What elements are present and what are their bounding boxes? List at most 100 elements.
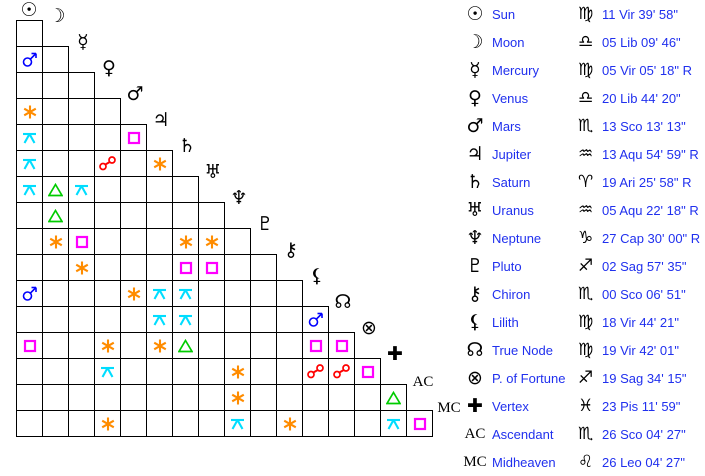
aspect-cell[interactable] (42, 72, 69, 99)
aspect-cell[interactable] (68, 332, 95, 359)
aspect-cell[interactable] (250, 384, 277, 411)
aspect-cell[interactable] (172, 410, 199, 437)
aspect-cell[interactable] (68, 176, 95, 203)
aspect-cell[interactable] (146, 358, 173, 385)
aspect-cell[interactable] (328, 358, 355, 385)
aspect-cell[interactable] (94, 410, 121, 437)
aspect-cell[interactable] (42, 306, 69, 333)
aspect-cell[interactable] (42, 410, 69, 437)
aspect-cell[interactable] (16, 280, 43, 307)
aspect-cell[interactable] (354, 358, 381, 385)
aspect-cell[interactable] (68, 72, 95, 99)
aspect-cell[interactable] (198, 358, 225, 385)
aspect-cell[interactable] (42, 46, 69, 73)
aspect-cell[interactable] (172, 202, 199, 229)
aspect-cell[interactable] (406, 410, 433, 437)
aspect-cell[interactable] (42, 254, 69, 281)
aspect-cell[interactable] (328, 410, 355, 437)
aspect-cell[interactable] (146, 332, 173, 359)
aspect-cell[interactable] (16, 228, 43, 255)
aspect-cell[interactable] (224, 228, 251, 255)
aspect-cell[interactable] (94, 358, 121, 385)
aspect-cell[interactable] (94, 384, 121, 411)
aspect-cell[interactable] (250, 332, 277, 359)
aspect-cell[interactable] (68, 124, 95, 151)
aspect-cell[interactable] (146, 228, 173, 255)
aspect-cell[interactable] (120, 306, 147, 333)
aspect-cell[interactable] (120, 150, 147, 177)
aspect-cell[interactable] (146, 410, 173, 437)
aspect-cell[interactable] (94, 228, 121, 255)
aspect-cell[interactable] (172, 358, 199, 385)
aspect-cell[interactable] (198, 202, 225, 229)
aspect-cell[interactable] (42, 176, 69, 203)
aspect-cell[interactable] (68, 254, 95, 281)
aspect-cell[interactable] (68, 98, 95, 125)
aspect-cell[interactable] (120, 332, 147, 359)
aspect-cell[interactable] (146, 176, 173, 203)
aspect-cell[interactable] (224, 358, 251, 385)
aspect-cell[interactable] (94, 280, 121, 307)
aspect-cell[interactable] (42, 332, 69, 359)
aspect-cell[interactable] (42, 202, 69, 229)
aspect-cell[interactable] (16, 254, 43, 281)
aspect-cell[interactable] (16, 20, 43, 47)
aspect-cell[interactable] (68, 202, 95, 229)
aspect-cell[interactable] (68, 358, 95, 385)
aspect-cell[interactable] (42, 280, 69, 307)
aspect-cell[interactable] (224, 254, 251, 281)
aspect-cell[interactable] (146, 254, 173, 281)
aspect-cell[interactable] (120, 176, 147, 203)
aspect-cell[interactable] (120, 228, 147, 255)
aspect-cell[interactable] (16, 358, 43, 385)
aspect-cell[interactable] (120, 202, 147, 229)
aspect-cell[interactable] (172, 332, 199, 359)
aspect-cell[interactable] (172, 254, 199, 281)
aspect-cell[interactable] (120, 124, 147, 151)
aspect-cell[interactable] (16, 410, 43, 437)
aspect-cell[interactable] (198, 280, 225, 307)
aspect-cell[interactable] (250, 358, 277, 385)
aspect-cell[interactable] (16, 306, 43, 333)
aspect-cell[interactable] (42, 98, 69, 125)
aspect-cell[interactable] (276, 384, 303, 411)
aspect-cell[interactable] (198, 410, 225, 437)
aspect-cell[interactable] (224, 384, 251, 411)
aspect-cell[interactable] (94, 202, 121, 229)
aspect-cell[interactable] (68, 306, 95, 333)
aspect-cell[interactable] (120, 384, 147, 411)
aspect-cell[interactable] (250, 280, 277, 307)
aspect-cell[interactable] (250, 306, 277, 333)
aspect-cell[interactable] (146, 202, 173, 229)
aspect-cell[interactable] (16, 72, 43, 99)
aspect-cell[interactable] (302, 410, 329, 437)
aspect-cell[interactable] (16, 332, 43, 359)
aspect-cell[interactable] (302, 384, 329, 411)
aspect-cell[interactable] (94, 124, 121, 151)
aspect-cell[interactable] (224, 306, 251, 333)
aspect-cell[interactable] (354, 384, 381, 411)
aspect-cell[interactable] (380, 410, 407, 437)
aspect-cell[interactable] (94, 332, 121, 359)
aspect-cell[interactable] (302, 332, 329, 359)
aspect-cell[interactable] (328, 332, 355, 359)
aspect-cell[interactable] (276, 410, 303, 437)
aspect-cell[interactable] (250, 254, 277, 281)
aspect-cell[interactable] (198, 228, 225, 255)
aspect-cell[interactable] (16, 176, 43, 203)
aspect-cell[interactable] (42, 228, 69, 255)
aspect-cell[interactable] (68, 410, 95, 437)
aspect-cell[interactable] (120, 254, 147, 281)
aspect-cell[interactable] (172, 384, 199, 411)
aspect-cell[interactable] (120, 280, 147, 307)
aspect-cell[interactable] (94, 306, 121, 333)
aspect-cell[interactable] (68, 150, 95, 177)
aspect-cell[interactable] (94, 176, 121, 203)
aspect-cell[interactable] (94, 254, 121, 281)
aspect-cell[interactable] (146, 384, 173, 411)
aspect-cell[interactable] (380, 384, 407, 411)
aspect-cell[interactable] (42, 358, 69, 385)
aspect-cell[interactable] (276, 280, 303, 307)
aspect-cell[interactable] (302, 358, 329, 385)
aspect-cell[interactable] (198, 306, 225, 333)
